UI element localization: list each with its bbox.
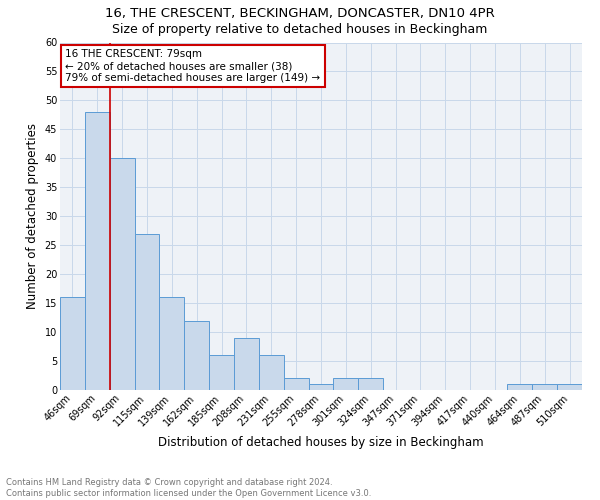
Bar (60, 298, 85, 390)
Bar (358, 378, 383, 390)
Bar (85, 112, 110, 390)
Bar (284, 378, 308, 390)
Text: Contains HM Land Registry data © Crown copyright and database right 2024.
Contai: Contains HM Land Registry data © Crown c… (6, 478, 371, 498)
Y-axis label: Number of detached properties: Number of detached properties (26, 123, 39, 309)
Text: 16 THE CRESCENT: 79sqm
← 20% of detached houses are smaller (38)
79% of semi-det: 16 THE CRESCENT: 79sqm ← 20% of detached… (65, 50, 320, 82)
Bar (508, 384, 532, 390)
Bar (234, 338, 259, 390)
Text: 16, THE CRESCENT, BECKINGHAM, DONCASTER, DN10 4PR: 16, THE CRESCENT, BECKINGHAM, DONCASTER,… (105, 8, 495, 20)
Bar (532, 384, 557, 390)
Bar (160, 298, 184, 390)
Bar (184, 320, 209, 390)
Bar (110, 158, 134, 390)
Bar (259, 355, 284, 390)
Text: Size of property relative to detached houses in Beckingham: Size of property relative to detached ho… (112, 22, 488, 36)
Bar (308, 384, 334, 390)
Bar (557, 384, 582, 390)
Bar (209, 355, 234, 390)
Bar (134, 234, 160, 390)
Bar (334, 378, 358, 390)
X-axis label: Distribution of detached houses by size in Beckingham: Distribution of detached houses by size … (158, 436, 484, 449)
